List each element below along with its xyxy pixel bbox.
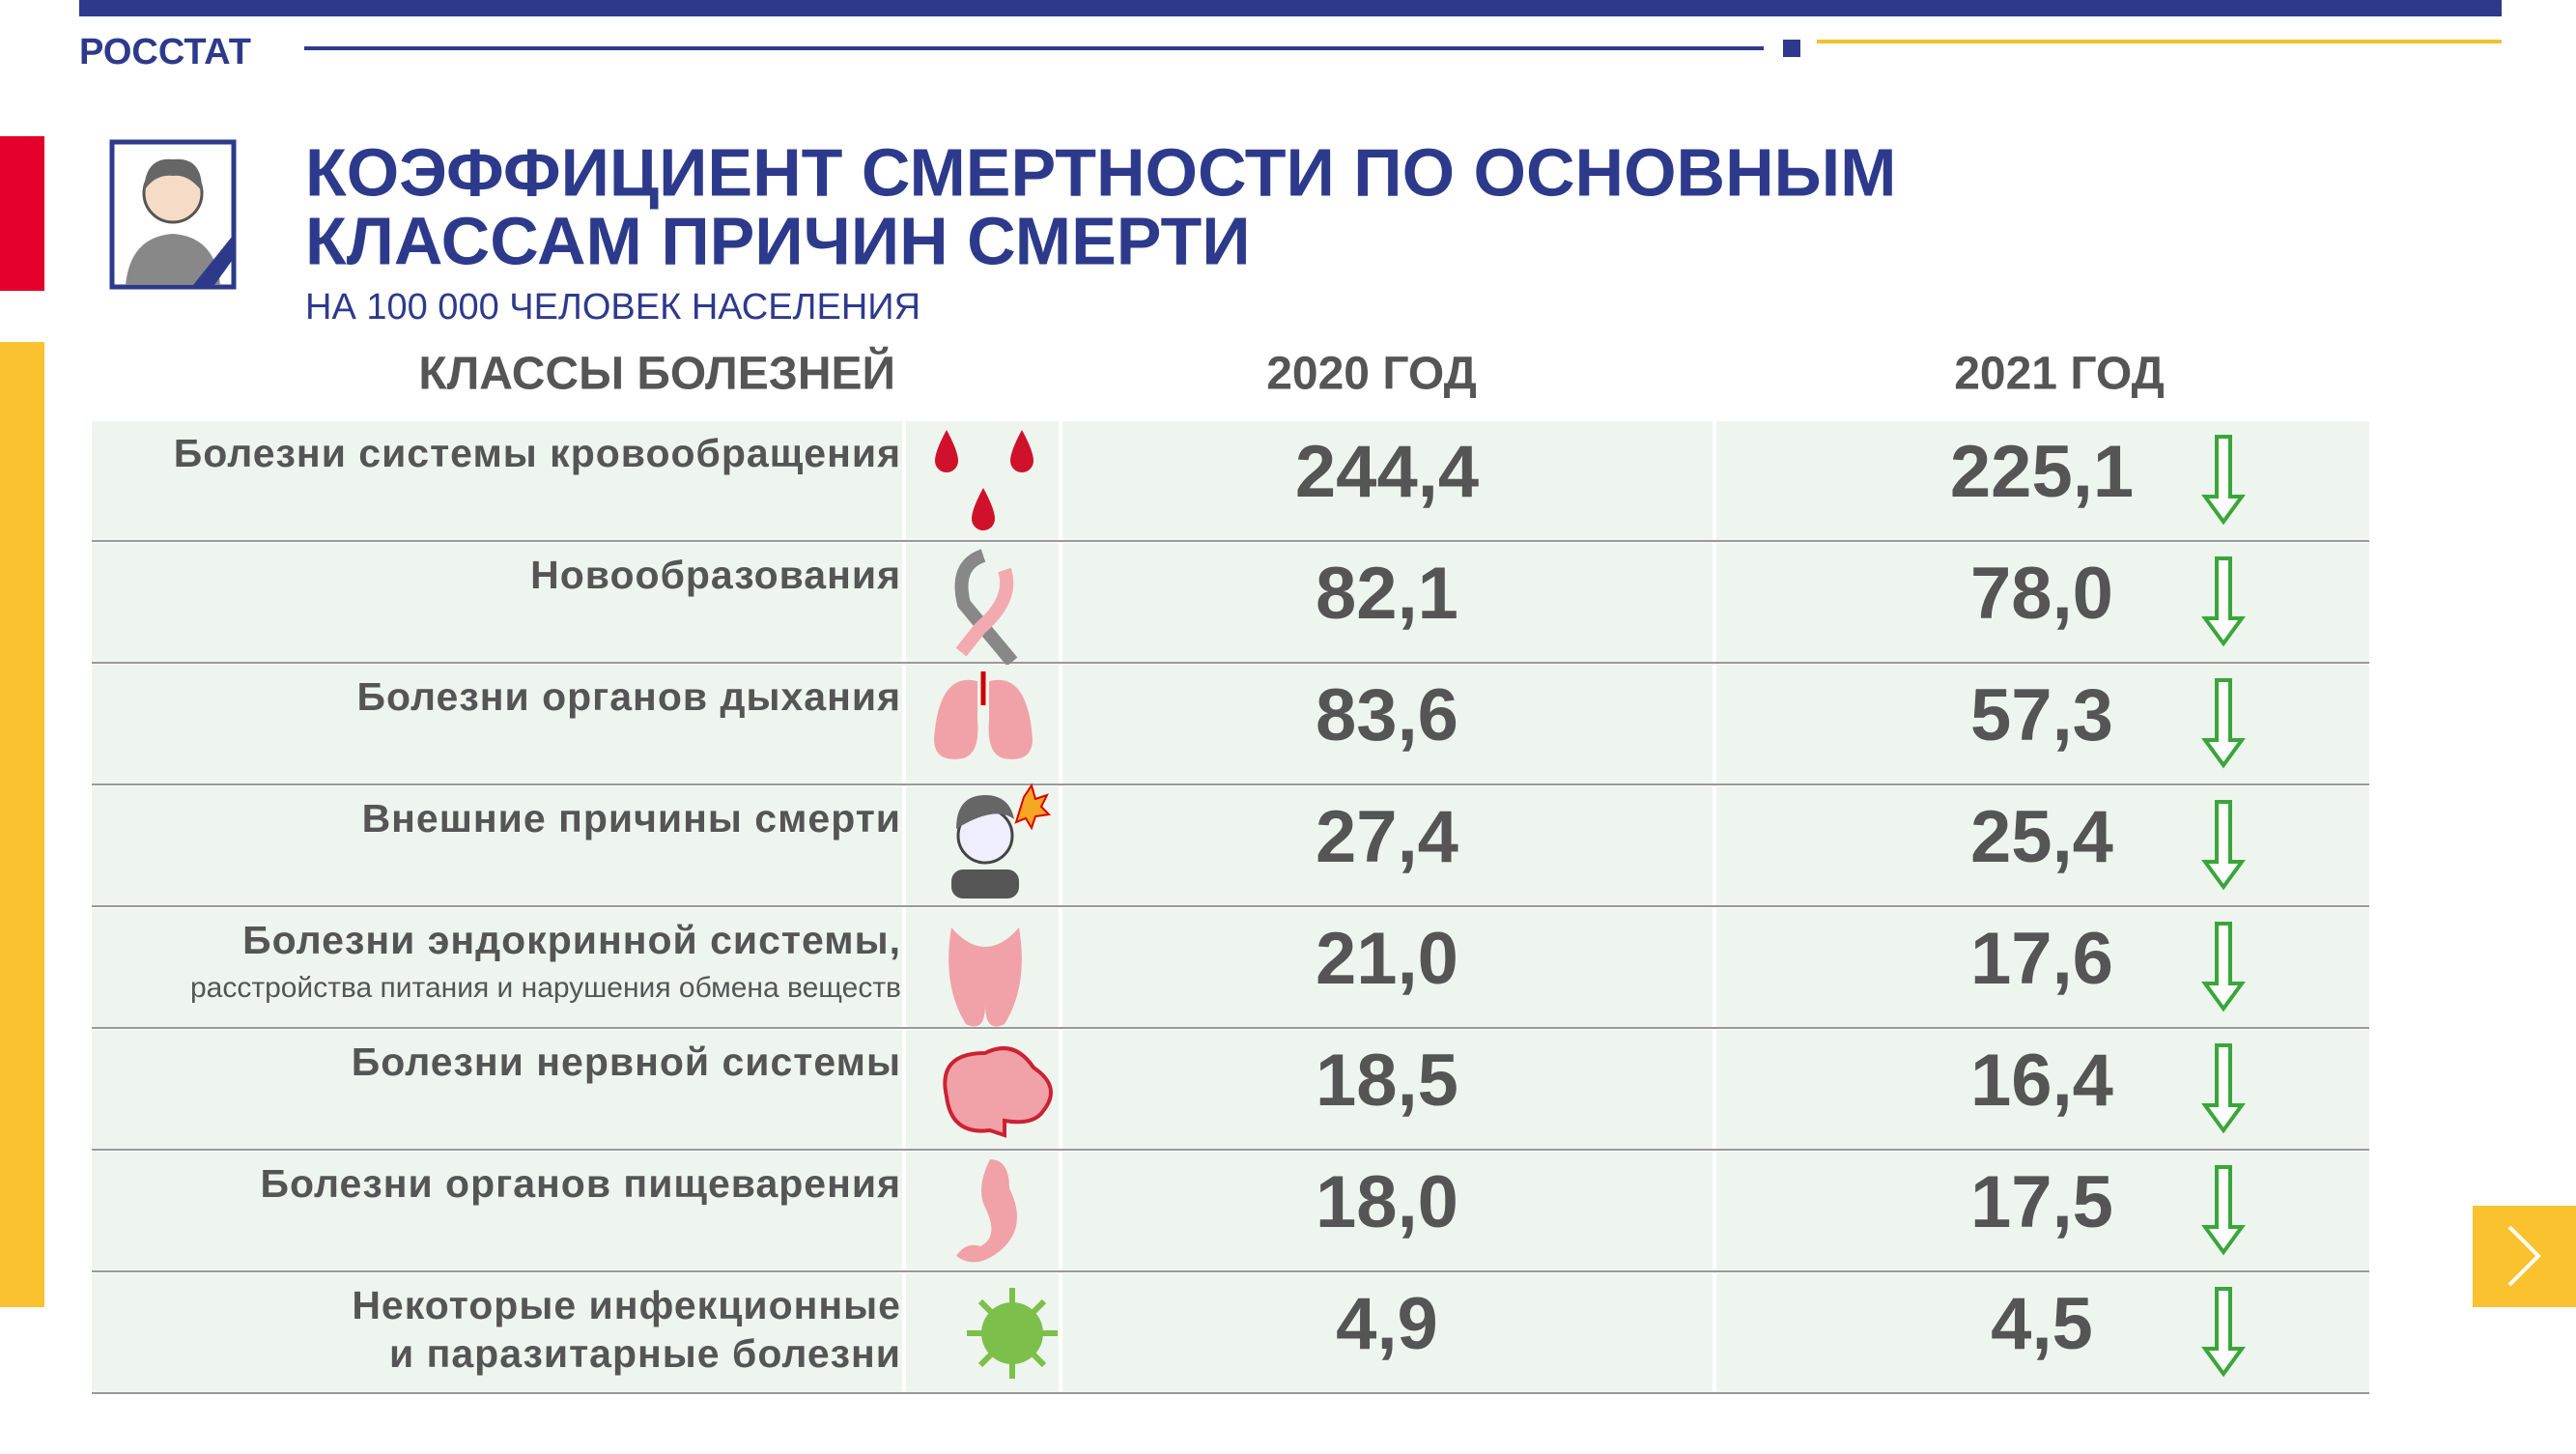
icon-part: [943, 1046, 1053, 1138]
top-bar: [79, 0, 2502, 16]
next-button[interactable]: [2473, 1206, 2576, 1307]
title-line: КЛАССАМ ПРИЧИН СМЕРТИ: [305, 203, 1251, 278]
brand: РОССТАТ: [79, 32, 251, 72]
row-background: [92, 543, 2369, 662]
down-arrow: [2201, 800, 2246, 891]
icon-part: [956, 795, 1014, 829]
icon-part: [956, 1159, 1017, 1263]
row-background: [92, 1030, 2369, 1149]
row-label: Болезни системы кровообращения: [174, 431, 901, 475]
disease-icon: [967, 1288, 1058, 1379]
icon-part: [955, 567, 1014, 657]
column-header: 2021 ГОД: [1954, 349, 2165, 400]
row-label: и паразитарные болезни: [389, 1331, 901, 1376]
yellow-bar: [0, 342, 44, 1307]
row-label: Болезни эндокринной системы,: [242, 918, 901, 962]
icon-part: [934, 679, 1033, 759]
value-2021: 25,4: [1970, 796, 2113, 878]
value-2020: 4,9: [1336, 1283, 1438, 1365]
row-label: Некоторые инфекционные: [352, 1283, 901, 1327]
icon-part: [935, 430, 1033, 530]
value-2021: 78,0: [1970, 553, 2113, 635]
icon-part: [954, 549, 1018, 667]
disease-icon: [943, 1046, 1053, 1138]
icon-part: [951, 870, 1019, 898]
value-2020: 27,4: [1316, 796, 1458, 878]
value-2020: 82,1: [1316, 553, 1458, 635]
value-2021: 16,4: [1970, 1040, 2113, 1122]
icon-part: [1014, 783, 1052, 831]
subtitle: НА 100 000 ЧЕЛОВЕК НАСЕЛЕНИЯ: [305, 287, 920, 328]
row-background: [92, 908, 2369, 1027]
title-line: КОЭФФИЦИЕНТ СМЕРТНОСТИ ПО ОСНОВНЫМ: [305, 134, 1896, 210]
value-2021: 57,3: [1970, 674, 2113, 756]
row-label: Болезни органов дыхания: [357, 674, 901, 719]
icon-part: [948, 927, 1022, 1027]
value-2021: 17,6: [1970, 918, 2113, 1000]
icon-part: [967, 1288, 1058, 1379]
red-bar: [0, 136, 44, 291]
disease-icon: [956, 1159, 1017, 1263]
row-background: [92, 421, 2369, 540]
row-background: [92, 786, 2369, 905]
value-2021: 225,1: [1950, 431, 2134, 513]
down-arrow: [2201, 1043, 2246, 1134]
row-label: Болезни органов пищеварения: [261, 1161, 901, 1206]
value-2020: 21,0: [1316, 918, 1458, 1000]
column-header: 2020 ГОД: [1266, 349, 1477, 400]
row-label: Новообразования: [530, 553, 901, 597]
value-2021: 4,5: [1991, 1283, 2093, 1365]
value-2020: 18,5: [1316, 1040, 1458, 1122]
disease-icon: [954, 549, 1018, 667]
row-label: Болезни нервной системы: [352, 1040, 901, 1084]
column-header: КЛАССЫ БОЛЕЗНЕЙ: [418, 347, 895, 400]
value-2020: 244,4: [1295, 431, 1479, 513]
down-arrow: [2201, 1287, 2246, 1378]
icon-part: [977, 1298, 1047, 1368]
disease-icon: [948, 927, 1022, 1027]
portrait-icon: [109, 139, 237, 290]
down-arrow: [2201, 678, 2246, 769]
disease-icon: [935, 430, 1033, 530]
down-arrow: [2201, 922, 2246, 1012]
row-background: [92, 1152, 2369, 1270]
row-label: Внешние причины смерти: [362, 796, 901, 841]
row-note: расстройства питания и нарушения обмена …: [190, 972, 901, 1004]
row-background: [92, 1273, 2369, 1392]
value-2020: 83,6: [1316, 674, 1458, 756]
down-arrow: [2201, 435, 2246, 526]
row-background: [92, 665, 2369, 784]
disease-icon: [934, 671, 1033, 759]
table-body: Болезни системы кровообращения 244,4 225,1…: [92, 421, 2369, 1394]
down-arrow: [2201, 1165, 2246, 1256]
down-arrow: [2201, 556, 2246, 647]
disease-icon: [951, 783, 1052, 898]
value-2020: 18,0: [1316, 1161, 1458, 1243]
value-2021: 17,5: [1970, 1161, 2113, 1243]
rule-square: [1783, 40, 1800, 57]
